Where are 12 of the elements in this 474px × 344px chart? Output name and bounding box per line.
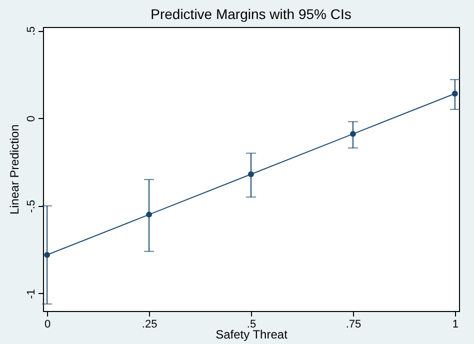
x-tick-label: 1 [452, 318, 458, 330]
x-tick-label: .75 [346, 318, 362, 330]
y-axis-title: Linear Prediction [8, 124, 22, 215]
x-tick-label: 0 [44, 318, 51, 330]
x-tick-label: .5 [246, 318, 256, 330]
y-tick-label: -.5 [26, 200, 38, 213]
y-tick-label: -1 [26, 289, 38, 299]
y-tick-label: .5 [26, 26, 38, 36]
x-axis-title: Safety Threat [216, 328, 288, 342]
x-tick-label: .25 [142, 318, 158, 330]
chart-title: Predictive Margins with 95% CIs [150, 6, 352, 22]
y-tick-label: 0 [26, 116, 38, 122]
